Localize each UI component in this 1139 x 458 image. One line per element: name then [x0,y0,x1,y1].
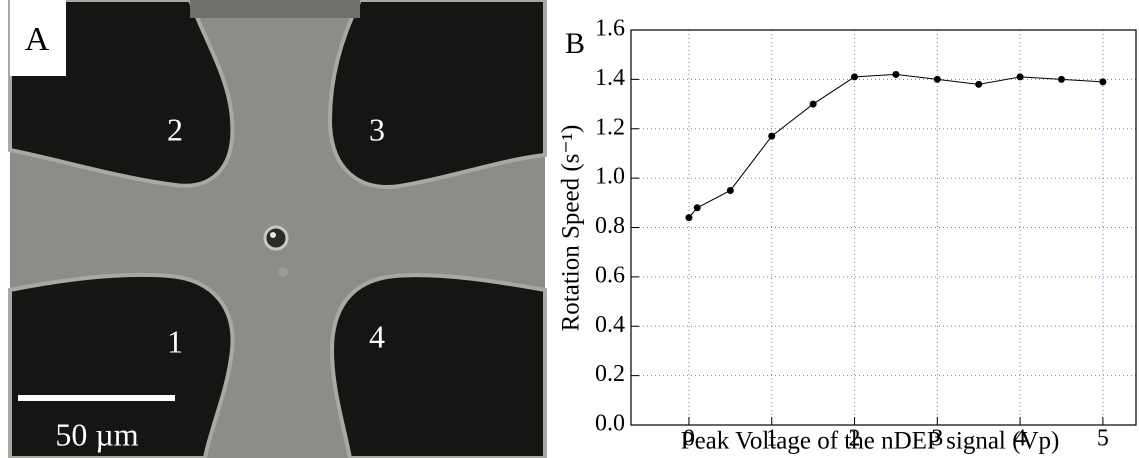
y-tick-label: 0.8 [595,213,625,239]
data-point [685,214,693,222]
x-tick-label: 1 [766,426,778,452]
x-tick-label: 5 [1097,426,1109,452]
electrode-shape [8,272,235,458]
cell-highlight [270,232,276,238]
data-point [1099,78,1107,86]
electrode-label: 2 [167,111,183,147]
y-tick-label: 0.4 [595,312,625,338]
panel-label-box [10,0,66,76]
data-point [726,186,734,194]
y-axis-label: Rotation Speed (s⁻¹) [558,125,585,332]
y-tick-label: 1.0 [595,164,625,190]
data-line [688,73,1103,218]
data-point [693,204,701,212]
electrode-shape [329,273,547,458]
scale-bar-label: 50 µm [55,416,138,452]
data-point [809,100,817,108]
data-point [768,132,776,140]
y-tick-label: 0.6 [595,262,625,288]
x-tick-label: 0 [683,426,695,452]
electrode-label: 3 [369,111,385,147]
panel-label: A [25,21,50,58]
y-tick-label: 1.4 [595,65,625,91]
data-point [1057,75,1065,83]
electrode-label: 1 [167,323,183,359]
electrode-label: 4 [369,318,385,354]
x-tick-label: 2 [849,426,861,452]
data-point [851,73,859,81]
y-tick-label: 0.2 [595,361,625,387]
data-point [933,75,941,83]
data-point [975,80,983,88]
y-tick-label: 1.6 [595,16,625,42]
y-tick-label: 1.2 [595,114,625,140]
data-point [892,70,900,78]
plot-frame [630,29,1137,426]
scale-bar [18,395,175,401]
cell [263,225,289,251]
y-tick-label: 0.0 [595,411,625,437]
x-tick-label: 4 [1014,426,1026,452]
micrograph: A 1 2 3 4 50 µm [8,0,547,458]
channel-edge [190,0,360,18]
particle [278,267,288,277]
x-tick-label: 3 [931,426,943,452]
x-axis-label: Peak Voltage of the nDEP signal (Vp) [681,428,1060,455]
electrode-shape [327,0,547,189]
panel-label: B [565,27,585,60]
data-point [1016,73,1024,81]
